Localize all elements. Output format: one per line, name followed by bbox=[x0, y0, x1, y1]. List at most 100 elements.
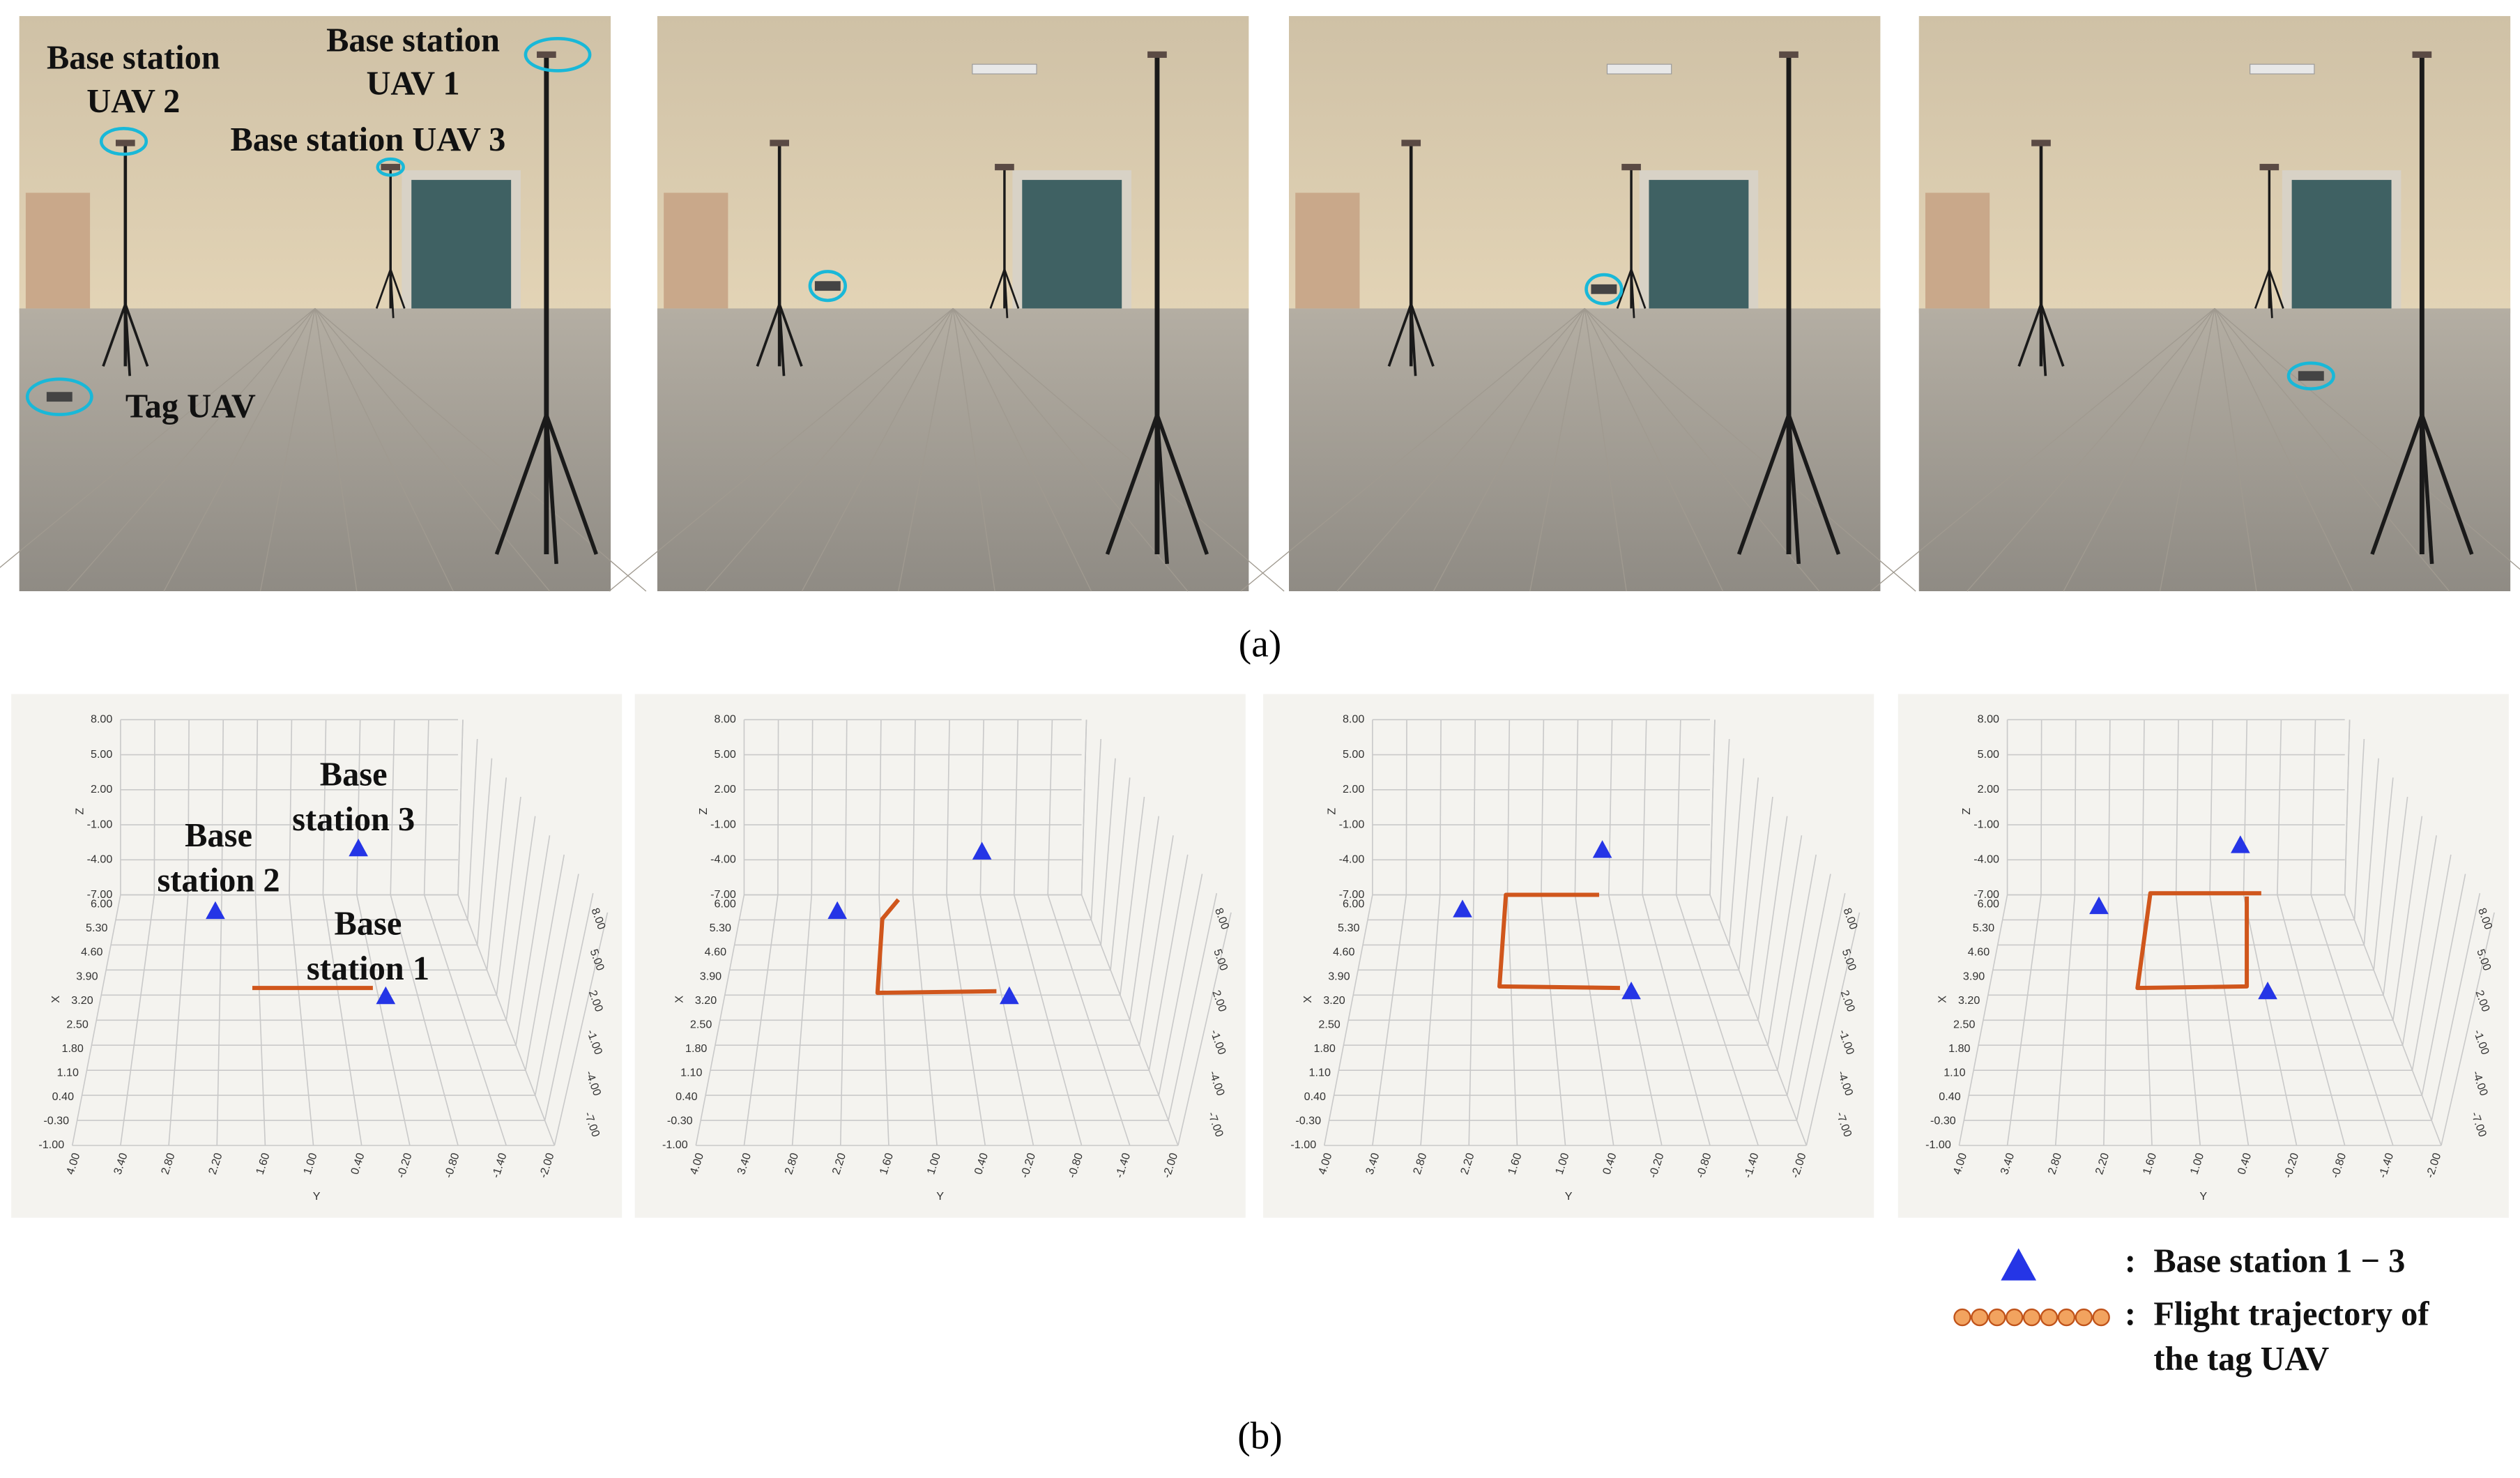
tripod-leg bbox=[102, 303, 127, 367]
tripod-leg bbox=[1410, 304, 1417, 376]
tripod-leg bbox=[1630, 269, 1635, 319]
annotation: Base bbox=[185, 817, 252, 854]
grid-line bbox=[322, 894, 362, 1146]
floor bbox=[657, 308, 1249, 591]
tripod-leg bbox=[1155, 414, 1170, 565]
grid-line bbox=[423, 894, 507, 1146]
drone bbox=[381, 164, 401, 171]
grid-line bbox=[1013, 719, 1019, 895]
grid-line bbox=[2421, 874, 2466, 1096]
floor-seam bbox=[952, 307, 1189, 592]
photo bbox=[609, 16, 1285, 592]
tripod-leg bbox=[544, 414, 598, 555]
grid-line bbox=[1675, 894, 1759, 1146]
annotation: UAV 1 bbox=[366, 66, 459, 102]
x-tick-label: -0.30 bbox=[1930, 1115, 1956, 1127]
legend-text: Flight trajectory of bbox=[2153, 1296, 2429, 1333]
plot-marks bbox=[827, 841, 1019, 1005]
boxes bbox=[1295, 192, 1360, 309]
x-tick-label: 3.90 bbox=[1328, 970, 1350, 982]
grid-line bbox=[423, 719, 429, 895]
grid-line bbox=[1719, 738, 1730, 920]
grid-line bbox=[187, 719, 190, 895]
grid-line bbox=[1100, 758, 1116, 945]
door bbox=[1022, 180, 1122, 309]
door bbox=[1649, 180, 1749, 309]
z-tick-label: -4.00 bbox=[1973, 853, 1999, 866]
grid-line bbox=[1805, 912, 1861, 1146]
grid-line bbox=[777, 719, 779, 895]
drone bbox=[537, 51, 556, 58]
x-tick-label: 6.00 bbox=[1343, 898, 1364, 911]
grid-line bbox=[496, 796, 521, 996]
x-tick-label: -1.00 bbox=[662, 1138, 688, 1151]
x-tick-label: 3.90 bbox=[700, 970, 721, 982]
grid-line bbox=[322, 719, 327, 895]
trajectory bbox=[875, 898, 997, 996]
z-tick-label: 2.00 bbox=[91, 783, 112, 795]
floor-seam bbox=[2063, 308, 2215, 592]
floor-seam bbox=[898, 308, 954, 592]
grid-line bbox=[1013, 894, 1083, 1146]
z-tick-label: -1.00 bbox=[87, 818, 113, 830]
highlight bbox=[25, 377, 93, 416]
z-tick-label: -4.00 bbox=[710, 853, 736, 866]
tripod-leg bbox=[756, 303, 781, 367]
grid-line bbox=[844, 719, 848, 895]
grid-line bbox=[1709, 719, 1716, 895]
tripod-leg bbox=[2370, 414, 2424, 555]
x-tick-label: 1.10 bbox=[57, 1067, 79, 1079]
annotation: Base station UAV 3 bbox=[231, 121, 506, 158]
x-tick-label: 0.40 bbox=[1304, 1090, 1326, 1103]
axis-label: Y bbox=[2199, 1190, 2207, 1203]
grid-line bbox=[525, 854, 565, 1071]
grid-line bbox=[2363, 758, 2379, 945]
tripod-leg bbox=[1410, 303, 1435, 367]
grid-line bbox=[1158, 874, 1203, 1096]
grid-line bbox=[2277, 894, 2346, 1146]
highlight bbox=[1584, 273, 1624, 305]
highlight bbox=[376, 157, 405, 177]
drone bbox=[814, 281, 841, 291]
grid-line bbox=[1473, 719, 1476, 895]
grid-line bbox=[2141, 719, 2145, 895]
trajectory bbox=[1497, 892, 1620, 991]
door bbox=[411, 180, 512, 309]
grid-line bbox=[2175, 719, 2179, 895]
z-tick-label: -7.00 bbox=[1973, 888, 1999, 901]
annotation: Base bbox=[335, 906, 402, 943]
photo-row bbox=[0, 16, 2520, 592]
base-station bbox=[2089, 896, 2109, 915]
x-tick-label: 5.30 bbox=[86, 922, 107, 934]
x-tick-label: 6.00 bbox=[1978, 898, 1999, 911]
legend-dot bbox=[2006, 1308, 2024, 1327]
grid-line bbox=[2107, 719, 2111, 895]
plot-panel: 8.008.005.005.002.002.00-1.00-1.00-4.00-… bbox=[11, 694, 623, 1218]
drone bbox=[770, 139, 789, 146]
grid-line bbox=[2411, 854, 2452, 1071]
tripod-leg bbox=[2420, 414, 2474, 555]
grid-line bbox=[467, 738, 478, 920]
z-tick-label: 8.00 bbox=[715, 713, 736, 726]
annotation: station 1 bbox=[307, 950, 429, 987]
x-tick-label: 3.90 bbox=[76, 970, 98, 982]
grid-line bbox=[544, 893, 594, 1121]
x-tick-label: 1.10 bbox=[680, 1067, 702, 1079]
annotation: UAV 2 bbox=[86, 83, 180, 120]
annotation: station 2 bbox=[157, 862, 280, 899]
grid-line bbox=[1506, 719, 1511, 895]
grid-line bbox=[476, 758, 493, 945]
tripod-leg bbox=[989, 268, 1006, 309]
photo bbox=[0, 16, 647, 592]
grid-line bbox=[2373, 777, 2394, 970]
axis-label: Z bbox=[1326, 808, 1338, 815]
floor-seam bbox=[952, 308, 995, 592]
plot-panel: 8.008.005.005.002.002.00-1.00-1.00-4.00-… bbox=[1897, 694, 2509, 1218]
floor-seam bbox=[2214, 308, 2257, 592]
plot-background bbox=[634, 694, 1246, 1218]
drone bbox=[1147, 51, 1167, 58]
grid-line bbox=[1090, 738, 1102, 920]
floor-seam bbox=[705, 307, 954, 592]
grid-line bbox=[1129, 816, 1160, 1021]
